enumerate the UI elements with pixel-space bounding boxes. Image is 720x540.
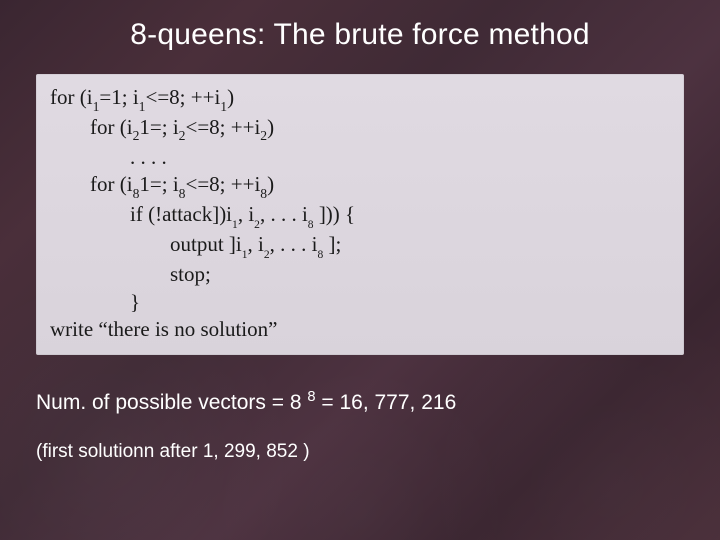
num-vectors-line: Num. of possible vectors = 8 8 = 16, 777… [36, 389, 684, 415]
code-line-4: for (i81=; i8<=8; ++i8) [50, 171, 670, 201]
code-line-9: write “there is no solution” [50, 316, 670, 343]
code-line-7: stop; [50, 261, 670, 288]
code-line-3: . . . . [50, 144, 670, 171]
slide: 8-queens: The brute force method for (i1… [0, 0, 720, 540]
slide-title: 8-queens: The brute force method [36, 18, 684, 52]
code-line-8: } [50, 289, 670, 316]
code-line-1: for (i1=1; i1<=8; ++i1) [50, 84, 670, 114]
code-line-5: if (!attack])i1, i2, . . . i8 ])) { [50, 201, 670, 231]
first-solution-line: (first solutionn after 1, 299, 852 ) [36, 441, 684, 463]
code-line-2: for (i21=; i2<=8; ++i2) [50, 114, 670, 144]
code-line-6: output ]i1, i2, . . . i8 ]; [50, 231, 670, 261]
code-block: for (i1=1; i1<=8; ++i1) for (i21=; i2<=8… [36, 74, 684, 355]
